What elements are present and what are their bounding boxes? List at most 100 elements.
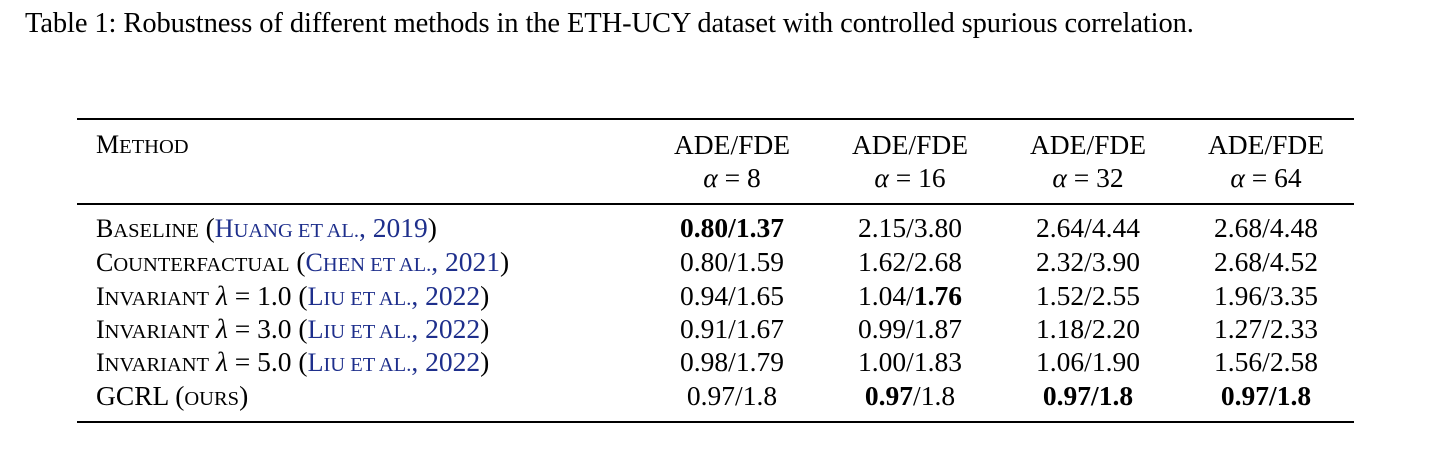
fde-value: 4.52 (1269, 246, 1318, 277)
citation-link[interactable]: HUANG ET AL., 2019 (214, 212, 428, 243)
ours-label: OURS (184, 388, 240, 410)
citation-author: IU ET AL. (323, 288, 412, 310)
metric-cell: 2.68/4.48 (1214, 212, 1318, 243)
citation-link[interactable]: LIU ET AL., 2022 (307, 313, 481, 344)
column-metric: ADE/FDE (851, 129, 969, 160)
column-metric: ADE/FDE (1029, 129, 1147, 160)
metric-cell: 0.97/1.8 (1042, 380, 1134, 411)
ade-value: 2.64 (1036, 212, 1085, 243)
column-alpha: α = 64 (1230, 162, 1302, 193)
method-name: INVARIANT λ = 1.0 (LIU ET AL., 2022) (96, 280, 490, 311)
fde-value: 1.8 (1098, 380, 1134, 411)
method-label: B (96, 214, 114, 243)
ade-value: 0.97 (864, 380, 914, 411)
metric-cell: 0.94/1.65 (680, 280, 784, 311)
metric-cell: 2.64/4.44 (1036, 212, 1140, 243)
table-top-rule (77, 118, 1354, 120)
column-header-alpha-64: ADE/FDE α = 64 (1176, 128, 1356, 194)
ade-value: 0.80 (680, 246, 729, 277)
metric-cell: 2.32/3.90 (1036, 246, 1140, 277)
method-name: COUNTERFACTUAL (CHEN ET AL., 2021) (96, 246, 510, 277)
citation-year: 2022 (425, 280, 481, 311)
column-alpha: α = 8 (703, 162, 761, 193)
metric-cell: 1.62/2.68 (858, 246, 962, 277)
fde-value: 1.79 (735, 346, 784, 377)
citation-author: H (214, 214, 234, 243)
method-label: NVARIANT (104, 321, 210, 343)
fde-value: 2.33 (1269, 313, 1318, 344)
method-label: NVARIANT (104, 288, 210, 310)
method-label: GCRL (96, 380, 169, 411)
citation-author: IU ET AL. (323, 354, 412, 376)
fde-value: 2.58 (1269, 346, 1318, 377)
table-row: INVARIANT λ = 1.0 (LIU ET AL., 2022) 0.94… (0, 280, 1431, 314)
column-alpha: α = 32 (1052, 162, 1124, 193)
fde-value: 1.8 (1276, 380, 1312, 411)
table-header-rule (77, 203, 1354, 205)
citation-author: UANG ET AL. (233, 220, 360, 242)
ade-value: 2.68 (1214, 246, 1263, 277)
ade-value: 1.62 (858, 246, 907, 277)
metric-cell: 1.27/2.33 (1214, 313, 1318, 344)
metric-cell: 0.99/1.87 (858, 313, 962, 344)
citation-year: 2019 (372, 212, 428, 243)
ade-value: 0.97 (686, 380, 736, 411)
fde-value: 1.8 (920, 380, 956, 411)
fde-value: 1.59 (735, 246, 784, 277)
ade-value: 2.68 (1214, 212, 1263, 243)
ours-paren: ( (175, 380, 185, 411)
ade-value: 2.15 (858, 212, 907, 243)
ade-value: 2.32 (1036, 246, 1085, 277)
method-label: I (96, 348, 105, 377)
fde-value: 3.90 (1091, 246, 1140, 277)
fde-value: 2.20 (1091, 313, 1140, 344)
ours-paren: ) (239, 380, 249, 411)
metric-cell: 0.97/1.8 (686, 380, 778, 411)
citation-year: 2022 (425, 313, 481, 344)
citation-link[interactable]: LIU ET AL., 2022 (307, 346, 481, 377)
ade-value: 0.98 (680, 346, 729, 377)
method-label: C (96, 248, 114, 277)
citation-link[interactable]: CHEN ET AL., 2021 (305, 246, 501, 277)
fde-value: 4.44 (1091, 212, 1140, 243)
fde-value: 1.76 (913, 280, 962, 311)
fde-value: 1.83 (913, 346, 962, 377)
ade-value: 0.80 (680, 212, 729, 243)
citation-year: 2022 (425, 346, 481, 377)
table-caption: Table 1: Robustness of different methods… (25, 8, 1194, 39)
citation-author: L (307, 348, 324, 377)
ade-value: 0.91 (680, 313, 729, 344)
metric-cell: 1.00/1.83 (858, 346, 962, 377)
table-bottom-rule (77, 421, 1354, 423)
method-param: λ = 1.0 (215, 280, 292, 311)
metric-cell: 1.56/2.58 (1214, 346, 1318, 377)
ade-value: 1.56 (1214, 346, 1263, 377)
ade-value: 1.27 (1214, 313, 1263, 344)
ade-value: 0.99 (858, 313, 907, 344)
table-row: GCRL (OURS) 0.97/1.8 0.97/1.8 0.97/1.8 0.97/… (0, 380, 1431, 414)
fde-value: 1.87 (913, 313, 962, 344)
method-name: INVARIANT λ = 5.0 (LIU ET AL., 2022) (96, 346, 490, 377)
citation-author: IU ET AL. (323, 321, 412, 343)
column-metric: ADE/FDE (673, 129, 791, 160)
citation-link[interactable]: LIU ET AL., 2022 (307, 280, 481, 311)
citation-author: L (307, 282, 324, 311)
metric-cell: 0.98/1.79 (680, 346, 784, 377)
metric-cell: 2.68/4.52 (1214, 246, 1318, 277)
metric-cell: 2.15/3.80 (858, 212, 962, 243)
metric-cell: 1.06/1.90 (1036, 346, 1140, 377)
fde-value: 4.48 (1269, 212, 1318, 243)
metric-cell: 0.97/1.8 (1220, 380, 1312, 411)
ade-value: 1.04 (858, 280, 907, 311)
method-label: NVARIANT (104, 354, 210, 376)
metric-cell: 0.80/1.59 (680, 246, 784, 277)
table-row: BASELINE (HUANG ET AL., 2019) 0.80/1.37 2.… (0, 212, 1431, 246)
header-method: METHOD (96, 130, 189, 159)
metric-cell: 0.91/1.67 (680, 313, 784, 344)
citation-author: HEN ET AL. (322, 254, 432, 276)
metric-cell: 1.96/3.35 (1214, 280, 1318, 311)
table-row: COUNTERFACTUAL (CHEN ET AL., 2021) 0.80/1… (0, 246, 1431, 280)
ade-value: 0.94 (680, 280, 729, 311)
ade-value: 0.97 (1042, 380, 1092, 411)
metric-cell: 1.18/2.20 (1036, 313, 1140, 344)
